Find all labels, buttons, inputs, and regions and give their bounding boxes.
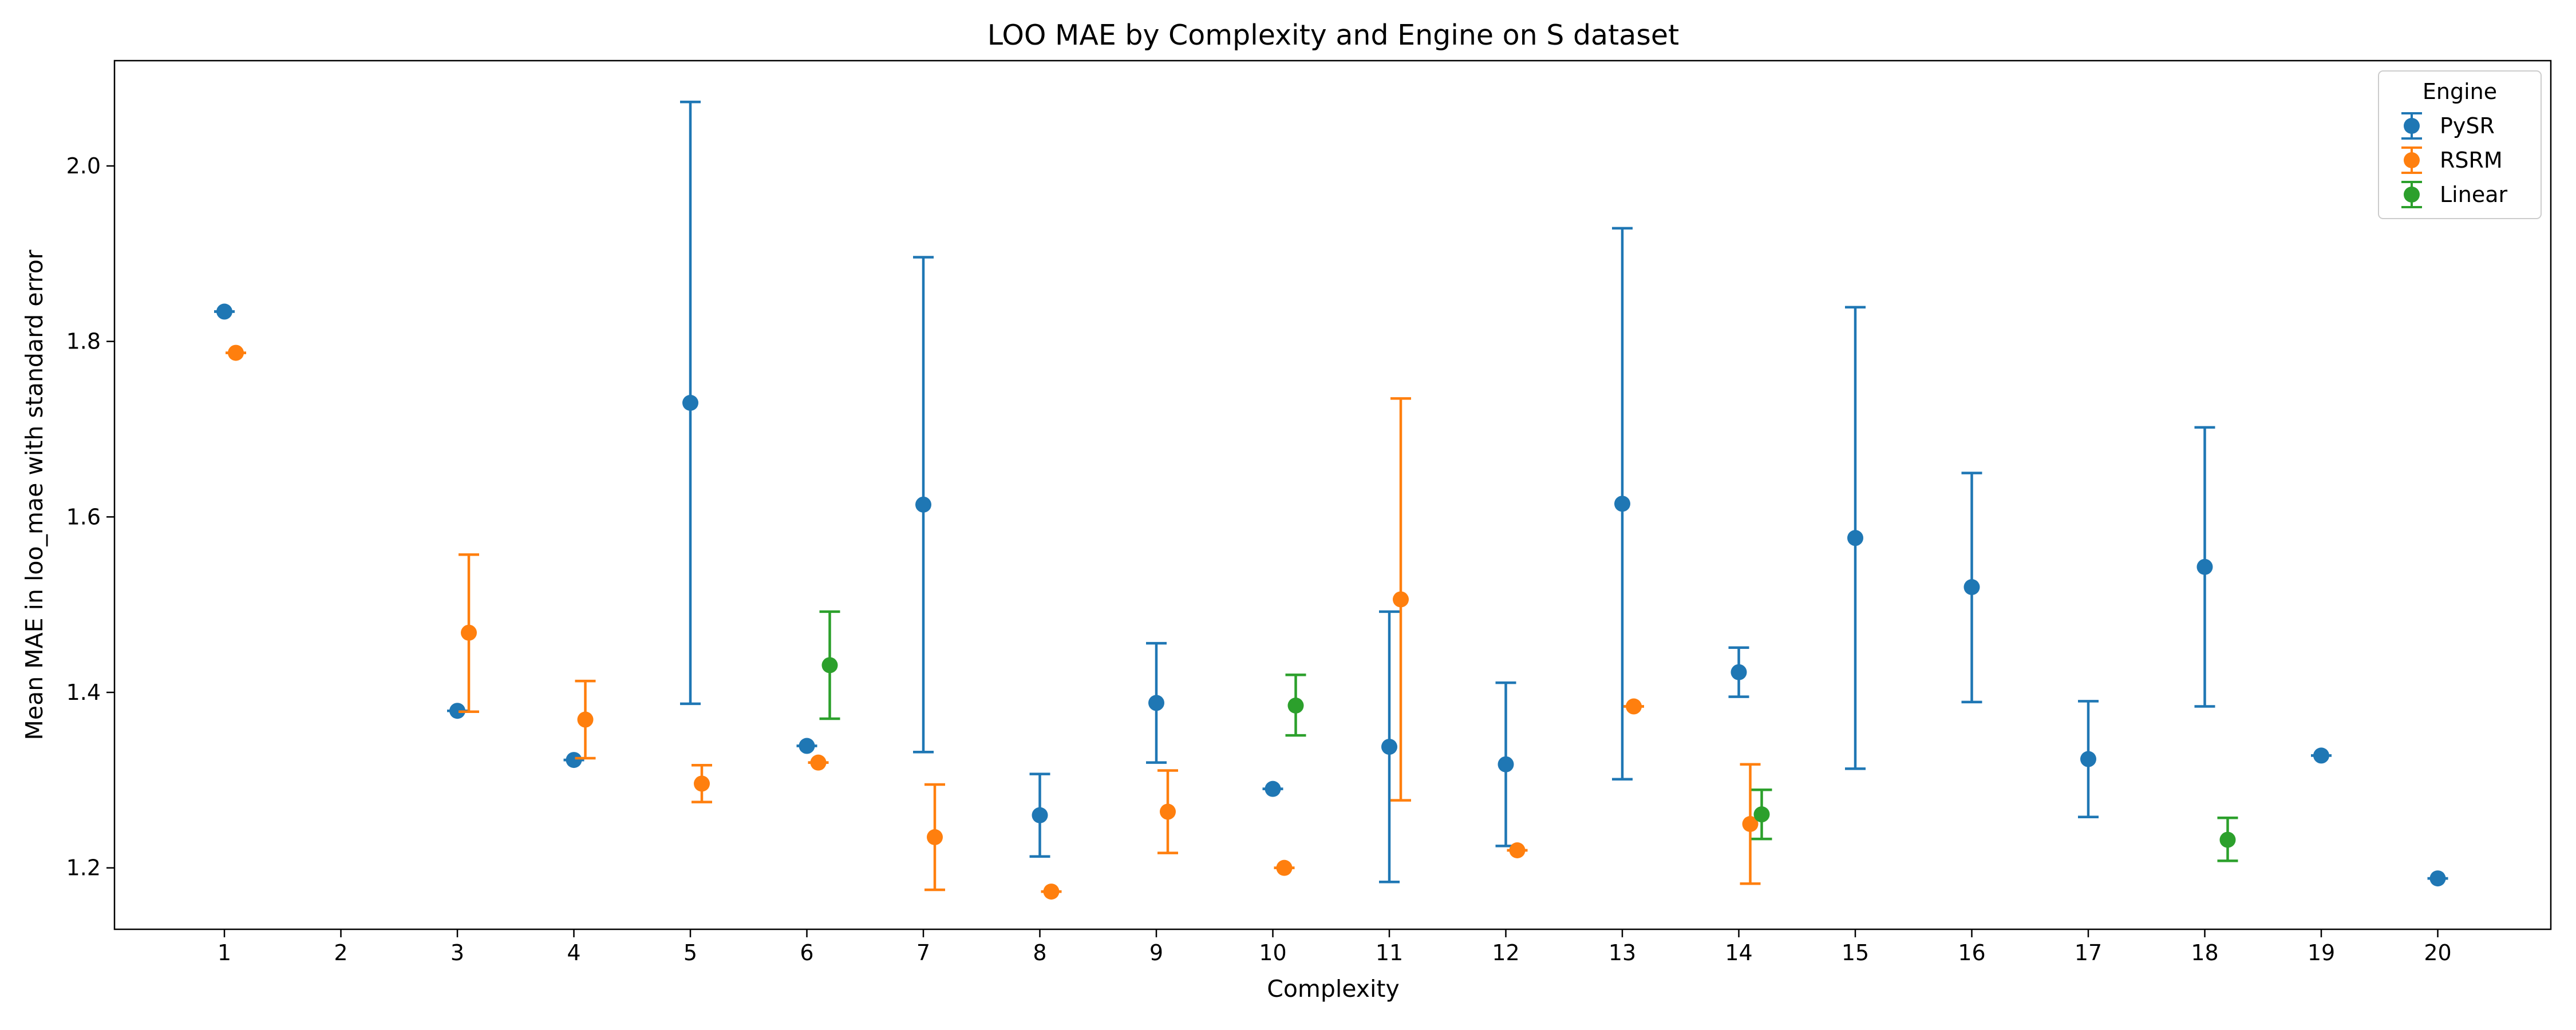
x-tick-label: 17 — [2075, 940, 2102, 965]
x-tick-label: 14 — [1725, 940, 1752, 965]
data-point — [927, 829, 943, 845]
data-point — [1753, 806, 1770, 823]
x-tick-label: 16 — [1958, 940, 1985, 965]
data-point — [228, 344, 244, 361]
y-tick-label: 1.4 — [66, 680, 101, 705]
data-point — [1498, 756, 1514, 772]
data-point — [810, 754, 827, 771]
legend-label: Linear — [2440, 182, 2507, 207]
data-point — [2219, 831, 2236, 848]
data-point — [1963, 579, 1980, 595]
data-point — [694, 775, 710, 792]
x-tick-label: 6 — [800, 940, 813, 965]
x-axis: 1 2 3 4 5 6 7 8 9 10 11 12 13 14 15 16 17 18 19 20 — [218, 929, 2452, 965]
data-point — [1148, 695, 1164, 711]
x-tick-label: 4 — [567, 940, 580, 965]
legend-item-linear: Linear — [2401, 181, 2507, 208]
data-point — [461, 624, 477, 641]
data-point — [2080, 751, 2096, 767]
x-tick-label: 12 — [1492, 940, 1519, 965]
data-point — [1381, 739, 1397, 755]
data-point — [2196, 558, 2213, 575]
data-point — [1287, 698, 1304, 714]
data-point — [2313, 747, 2329, 764]
legend-marker-dot — [2404, 118, 2420, 134]
legend: Engine PySR RSRM Linear — [2378, 70, 2542, 219]
x-tick-label: 3 — [451, 940, 464, 965]
data-point — [216, 303, 232, 320]
data-point — [1032, 807, 1048, 823]
y-axis-title: Mean MAE in loo_mae with standard error — [21, 249, 48, 740]
data-point — [1730, 664, 1747, 680]
series-pysr — [214, 100, 2448, 887]
data-point — [1847, 530, 1863, 546]
data-point — [1393, 591, 1409, 608]
legend-label: RSRM — [2440, 148, 2503, 173]
data-point — [1614, 496, 1630, 512]
series-layer — [214, 100, 2448, 900]
chart-title: LOO MAE by Complexity and Engine on S da… — [987, 19, 1679, 52]
legend-item-pysr: PySR — [2401, 112, 2495, 140]
x-tick-label: 8 — [1033, 940, 1046, 965]
x-tick-label: 13 — [1609, 940, 1636, 965]
y-tick-label: 1.8 — [66, 329, 101, 354]
x-axis-title: Complexity — [1267, 975, 1400, 1003]
legend-title: Engine — [2423, 79, 2497, 104]
y-axis: 1.2 1.4 1.6 1.8 2.0 — [66, 153, 114, 881]
data-point — [821, 657, 838, 674]
data-point — [1043, 884, 1060, 900]
x-tick-label: 11 — [1376, 940, 1403, 965]
data-point — [1742, 816, 1759, 832]
x-tick-label: 15 — [1842, 940, 1869, 965]
plot-frame — [113, 60, 2552, 930]
x-tick-label: 19 — [2308, 940, 2335, 965]
legend-label: PySR — [2440, 113, 2495, 138]
y-tick-label: 1.2 — [66, 855, 101, 881]
x-tick-label: 9 — [1149, 940, 1163, 965]
data-point — [799, 738, 815, 754]
data-point — [566, 752, 582, 768]
data-point — [577, 711, 594, 728]
series-rsrm — [226, 344, 1761, 900]
data-point — [682, 395, 698, 411]
y-tick-label: 2.0 — [66, 153, 101, 179]
data-point — [1509, 842, 1526, 858]
x-tick-label: 20 — [2424, 940, 2451, 965]
data-point — [449, 703, 465, 719]
x-tick-label: 10 — [1259, 940, 1286, 965]
data-point — [1265, 781, 1281, 797]
y-tick-label: 1.6 — [66, 504, 101, 529]
x-tick-label: 7 — [916, 940, 930, 965]
x-tick-label: 1 — [218, 940, 231, 965]
legend-items: PySR RSRM Linear — [2401, 112, 2507, 208]
series-linear — [819, 610, 2238, 862]
data-point — [1160, 803, 1176, 820]
data-point — [915, 496, 931, 513]
legend-item-rsrm: RSRM — [2401, 146, 2503, 174]
legend-marker-dot — [2404, 187, 2420, 203]
x-tick-label: 2 — [334, 940, 347, 965]
data-point — [1626, 698, 1642, 715]
x-tick-label: 18 — [2191, 940, 2218, 965]
legend-marker-dot — [2404, 152, 2420, 168]
data-point — [2429, 870, 2446, 887]
data-point — [1276, 859, 1293, 876]
x-tick-label: 5 — [683, 940, 697, 965]
plot-area: 1 2 3 4 5 6 7 8 9 10 11 12 13 14 15 16 17 18 19 20 1.21.41.… — [66, 60, 2552, 965]
